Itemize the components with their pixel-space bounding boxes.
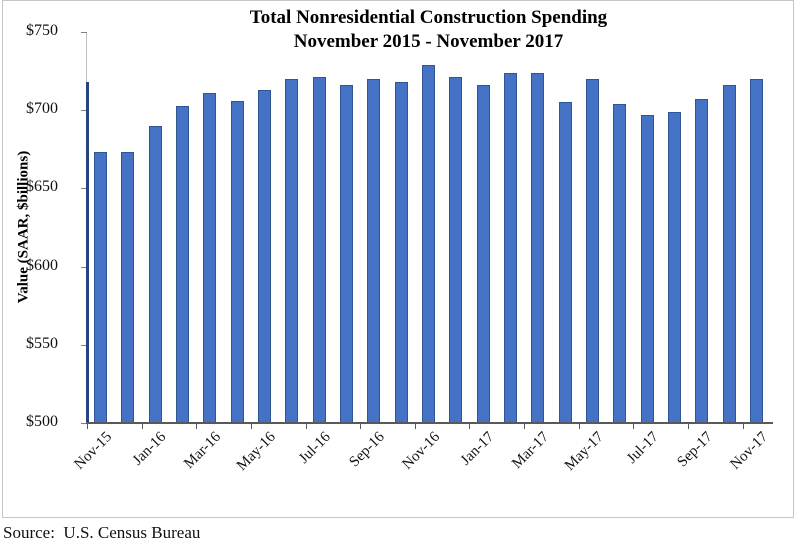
chart-title: Total Nonresidential Construction Spendi… bbox=[249, 7, 608, 28]
x-axis-tick bbox=[414, 424, 416, 429]
y-axis-tick bbox=[81, 110, 87, 112]
bar bbox=[176, 105, 190, 423]
y-axis-title: Value (SAAR, $billions) bbox=[15, 150, 32, 304]
x-axis-tick bbox=[688, 424, 690, 429]
x-axis-tick bbox=[524, 424, 526, 429]
x-axis-tick bbox=[578, 424, 580, 429]
x-axis-tick bbox=[742, 424, 744, 429]
y-axis-tick bbox=[81, 266, 87, 268]
x-axis-tick bbox=[305, 424, 307, 429]
bar bbox=[531, 72, 545, 423]
x-axis-tick bbox=[141, 424, 143, 429]
x-axis-line bbox=[86, 422, 773, 424]
y-axis-tick bbox=[81, 423, 87, 424]
bar bbox=[340, 85, 354, 423]
x-axis-tick bbox=[87, 424, 88, 429]
bar bbox=[422, 64, 435, 423]
x-axis-tick bbox=[360, 424, 362, 429]
bar bbox=[94, 152, 108, 423]
y-axis-tick bbox=[81, 188, 87, 190]
y-axis-tick-label: $600 bbox=[26, 256, 58, 274]
bar bbox=[148, 125, 162, 423]
bar bbox=[203, 92, 217, 423]
bar bbox=[285, 78, 299, 423]
source-caption: Source: U.S. Census Bureau bbox=[3, 523, 201, 542]
bar bbox=[312, 77, 326, 423]
y-axis-tick-label: $550 bbox=[26, 334, 58, 352]
bar bbox=[613, 103, 627, 423]
x-axis-tick bbox=[250, 424, 252, 429]
y-axis-tick bbox=[81, 32, 87, 33]
bar bbox=[449, 77, 463, 423]
y-axis-tick-label: $650 bbox=[26, 178, 58, 196]
bar bbox=[749, 78, 763, 423]
y-axis-tick-label: $750 bbox=[26, 22, 58, 39]
bar bbox=[722, 85, 736, 423]
chart-subtitle: November 2015 - November 2017 bbox=[293, 31, 564, 52]
clipped-partial-bar bbox=[86, 82, 89, 423]
bar bbox=[667, 111, 681, 423]
x-axis-tick bbox=[469, 424, 471, 429]
y-axis-tick-label: $500 bbox=[26, 413, 58, 430]
bar bbox=[585, 78, 599, 423]
bar bbox=[258, 89, 272, 423]
bar bbox=[394, 82, 408, 423]
y-axis-tick bbox=[81, 344, 87, 346]
bar bbox=[503, 72, 517, 423]
bar bbox=[640, 114, 654, 423]
bar bbox=[121, 152, 135, 423]
bar bbox=[476, 85, 490, 423]
y-axis-tick-label: $700 bbox=[26, 100, 58, 118]
bar bbox=[558, 102, 572, 423]
bar bbox=[695, 99, 709, 423]
bar bbox=[230, 100, 244, 423]
x-axis-tick bbox=[633, 424, 635, 429]
bar bbox=[367, 78, 381, 423]
x-axis-tick bbox=[196, 424, 198, 429]
